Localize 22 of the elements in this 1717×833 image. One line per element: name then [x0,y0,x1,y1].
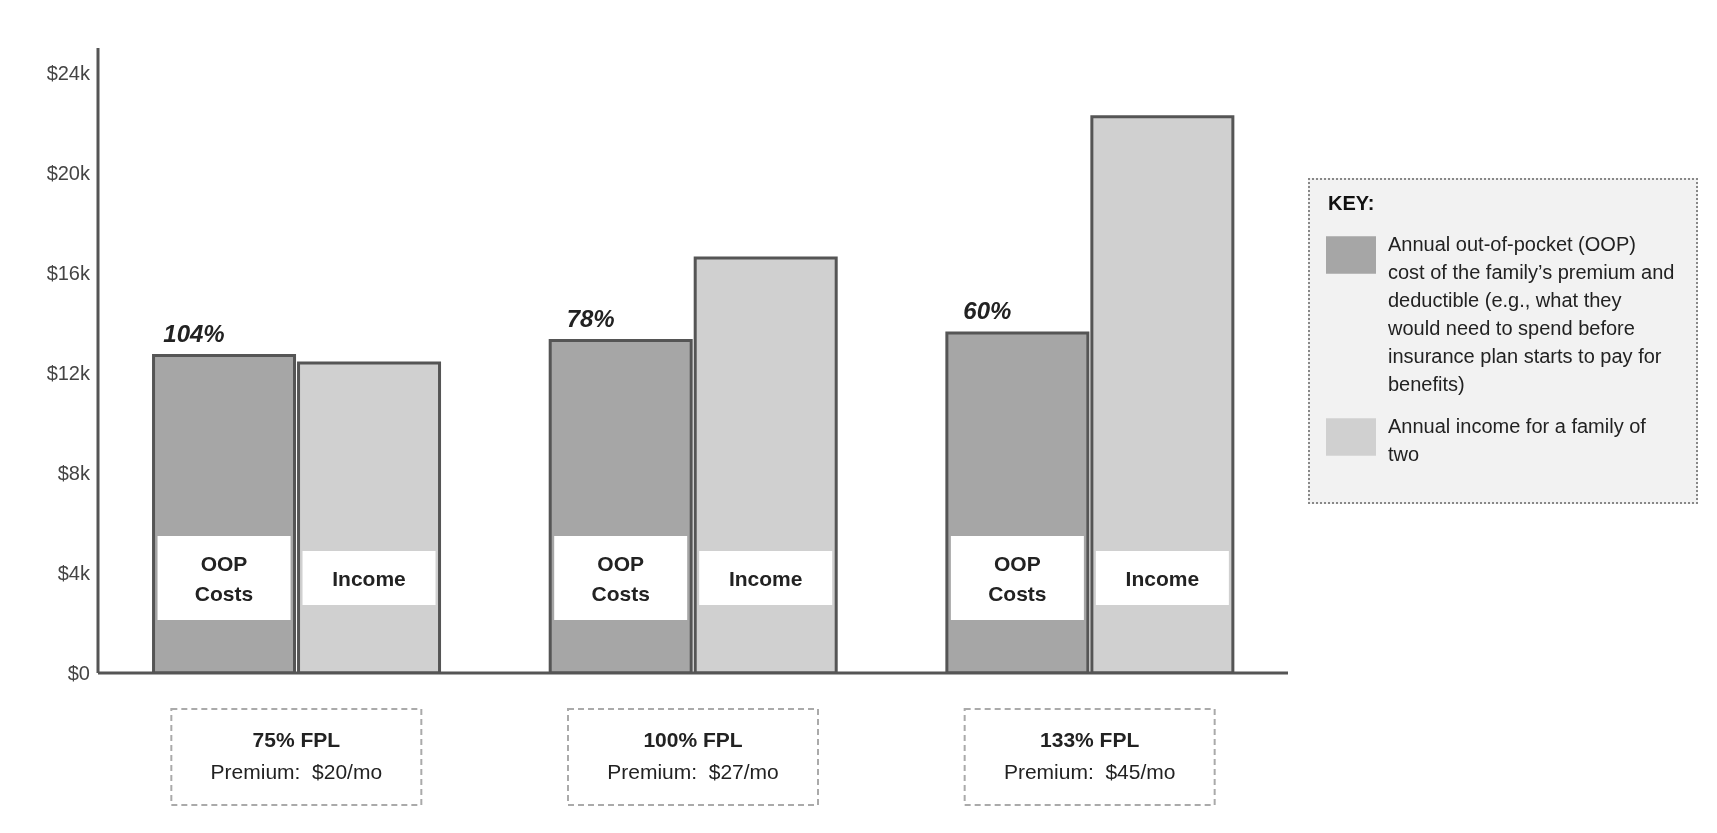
annotation: OOP Costs [194,551,254,605]
legend-label: Annual income for a family of two [1388,414,1647,467]
y-tick-label: $16k [46,262,91,285]
x-tick-label: 100% FPL Premium: $27/mo [607,728,779,783]
x-tick-label: 75% FPL Premium: $20/mo [210,728,383,783]
annotation: 104% [163,319,225,347]
y-tick-label: $0 [67,662,90,685]
y-tick-label: $4k [57,562,91,585]
annotation: Income [1125,566,1200,590]
y-tick-label: $12k [46,362,91,385]
x-tick-label: 133% FPL Premium: $45/mo [1003,728,1176,783]
annotation: OOP Costs [591,551,650,605]
annotation: OOP Costs [988,551,1047,605]
legend-label: Annual out-of-pocket (OOP) cost of the family’s premium and deductible (e.g., what they would need to spend before insurance plan starts to pay for benefits) [1388,232,1676,397]
annotation: 60% [963,297,1012,324]
annotation: 78% [566,304,615,332]
annotation: Income [332,566,406,590]
y-tick-label: $20k [46,162,91,185]
annotation: Income [728,566,803,590]
y-tick-label: $8k [57,462,91,485]
legend-title: KEY: [1328,192,1375,215]
y-tick-label: $24k [46,62,91,85]
